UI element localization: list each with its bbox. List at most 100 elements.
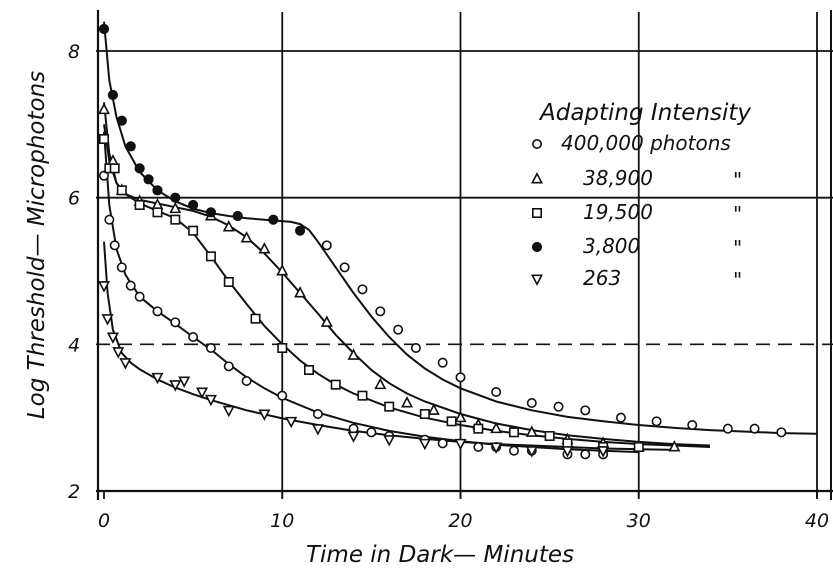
point-series-5 — [204, 394, 217, 407]
point-series-4 — [125, 141, 136, 152]
legend-marker-5 — [530, 274, 544, 286]
y-tick-label: 6 — [68, 188, 80, 210]
point-series-5 — [418, 438, 431, 451]
point-fast-drop — [393, 324, 404, 335]
point-fast-drop — [375, 306, 386, 317]
point-series-5 — [258, 409, 271, 421]
point-series-4 — [170, 192, 181, 203]
tick-labels: 0 10 20 30 40 2 4 6 8 — [68, 41, 829, 532]
point-series-5 — [311, 424, 324, 436]
axes — [96, 10, 833, 500]
point-fast-drop — [339, 262, 350, 273]
point-series-1 — [580, 449, 591, 460]
y-tick-label: 2 — [68, 481, 80, 503]
legend-ditto-4: " — [733, 236, 742, 260]
legend-ditto-2: " — [733, 168, 742, 192]
point-series-4 — [188, 199, 199, 211]
point-series-1 — [277, 390, 288, 401]
point-series-1 — [134, 291, 145, 302]
point-series-3 — [109, 163, 120, 174]
point-fast-drop — [615, 412, 626, 423]
legend-label-1: 400,000 photons — [561, 131, 731, 155]
point-series-4 — [134, 163, 145, 174]
point-series-2 — [169, 201, 182, 214]
point-series-3 — [544, 430, 555, 441]
point-series-3 — [633, 441, 644, 452]
point-series-3 — [419, 408, 430, 419]
point-series-1 — [125, 280, 136, 291]
point-fast-drop — [722, 423, 733, 434]
point-series-1 — [312, 408, 323, 419]
point-fast-drop — [687, 419, 698, 430]
legend-title: Adapting Intensity — [538, 100, 751, 126]
point-series-3 — [99, 134, 110, 145]
point-series-3 — [508, 427, 519, 438]
legend-ditto-5: " — [733, 268, 742, 292]
point-series-1 — [437, 438, 448, 449]
curve-series-3 — [103, 124, 711, 448]
point-series-2 — [276, 264, 289, 276]
point-series-4 — [232, 210, 243, 222]
grid-lines — [96, 12, 833, 498]
y-tick-label: 8 — [68, 41, 80, 63]
legend-label-3: 19,500 — [583, 200, 653, 224]
point-series-2 — [454, 410, 467, 423]
point-series-5 — [101, 314, 114, 326]
point-fast-drop — [437, 357, 448, 368]
x-tick-label: 0 — [98, 510, 110, 532]
point-fast-drop — [410, 342, 421, 353]
point-series-3 — [384, 401, 395, 412]
point-series-4 — [143, 174, 154, 185]
point-series-2 — [320, 315, 333, 327]
point-series-1 — [152, 306, 163, 317]
point-series-2 — [400, 396, 414, 408]
point-series-5 — [222, 405, 235, 418]
point-series-1 — [366, 427, 377, 438]
y-tick-label: 4 — [68, 334, 80, 356]
x-tick-label: 30 — [627, 510, 651, 532]
point-series-4 — [107, 89, 119, 101]
point-fast-drop — [776, 427, 787, 438]
point-series-3 — [223, 276, 234, 287]
point-series-5 — [454, 438, 467, 451]
point-series-3 — [277, 342, 288, 353]
data-points — [97, 23, 787, 460]
point-series-3 — [116, 185, 127, 196]
point-series-5 — [285, 416, 298, 429]
point-series-1 — [116, 262, 127, 273]
x-axis-title: Time in Dark— Minutes — [306, 542, 574, 568]
point-series-2 — [374, 377, 387, 390]
legend: Adapting Intensity 400,000 photons 38,900… — [530, 100, 751, 292]
point-series-5 — [112, 347, 125, 359]
point-series-5 — [169, 380, 182, 392]
point-series-5 — [106, 332, 119, 344]
point-series-3 — [152, 207, 163, 218]
point-series-2 — [258, 242, 271, 254]
point-fast-drop — [651, 416, 662, 427]
point-series-4 — [205, 207, 217, 218]
legend-label-4: 3,800 — [583, 234, 640, 258]
point-series-3 — [473, 423, 484, 434]
point-series-3 — [250, 313, 261, 324]
point-series-1 — [508, 445, 519, 456]
point-series-5 — [561, 446, 574, 458]
point-series-2 — [525, 425, 538, 437]
point-fast-drop — [580, 405, 591, 416]
point-series-2 — [240, 231, 253, 243]
point-fast-drop — [491, 386, 502, 397]
point-series-5 — [347, 431, 360, 443]
point-series-4 — [268, 214, 279, 225]
point-series-2 — [97, 102, 111, 115]
legend-marker-1 — [531, 139, 542, 150]
y-axis-title: Log Threshold— Microphotons — [24, 71, 50, 419]
point-series-2 — [294, 286, 307, 298]
curve-series-4 — [103, 21, 818, 435]
point-series-4 — [98, 23, 110, 35]
point-series-5 — [178, 376, 191, 388]
point-series-5 — [597, 446, 610, 458]
point-series-3 — [188, 225, 199, 236]
point-series-1 — [170, 317, 181, 328]
point-series-2 — [668, 440, 681, 452]
legend-marker-2 — [530, 172, 544, 184]
point-series-5 — [119, 358, 132, 370]
